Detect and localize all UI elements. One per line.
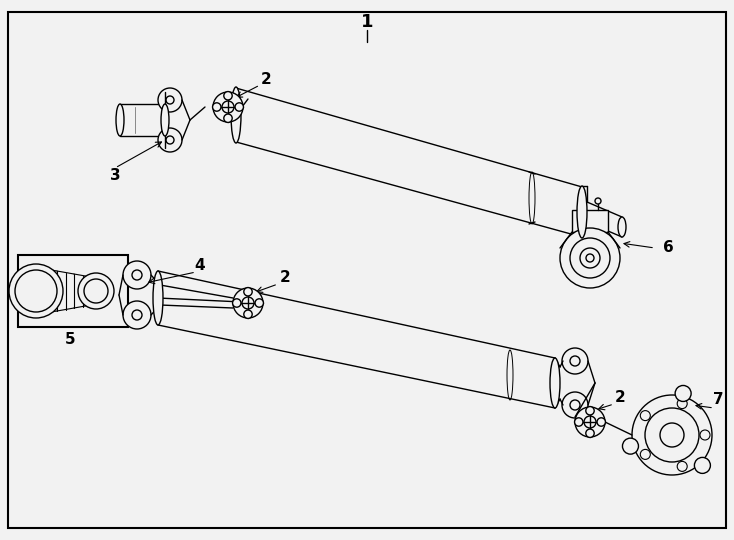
Text: 1: 1 (360, 13, 374, 31)
Circle shape (660, 423, 684, 447)
Circle shape (132, 310, 142, 320)
Ellipse shape (577, 186, 587, 238)
Bar (18, 255, 128, 327)
Circle shape (255, 299, 264, 307)
Circle shape (694, 457, 711, 474)
Ellipse shape (116, 104, 124, 136)
Circle shape (224, 92, 232, 100)
Text: 4: 4 (195, 258, 206, 273)
Circle shape (244, 310, 252, 319)
Circle shape (123, 261, 151, 289)
Circle shape (584, 416, 596, 428)
Circle shape (570, 400, 580, 410)
Text: 2: 2 (614, 390, 625, 406)
Circle shape (222, 101, 234, 113)
Circle shape (123, 301, 151, 329)
Circle shape (560, 228, 620, 288)
Circle shape (213, 92, 243, 122)
Circle shape (224, 114, 232, 123)
Circle shape (235, 103, 244, 111)
Circle shape (677, 399, 687, 409)
Text: 5: 5 (65, 333, 76, 348)
Circle shape (78, 273, 114, 309)
Circle shape (586, 407, 595, 415)
Text: 6: 6 (663, 240, 673, 255)
Circle shape (233, 288, 263, 318)
Ellipse shape (618, 217, 626, 237)
Circle shape (166, 96, 174, 104)
Text: 2: 2 (280, 271, 291, 286)
Circle shape (579, 198, 585, 204)
Circle shape (640, 410, 650, 421)
Circle shape (9, 264, 63, 318)
Circle shape (158, 88, 182, 112)
Ellipse shape (550, 358, 560, 408)
Circle shape (645, 408, 699, 462)
Ellipse shape (153, 271, 163, 325)
Bar (572, 210, 608, 232)
Circle shape (632, 395, 712, 475)
Circle shape (570, 238, 610, 278)
Circle shape (575, 418, 583, 426)
Circle shape (213, 103, 221, 111)
Circle shape (597, 418, 606, 426)
Circle shape (562, 348, 588, 374)
Circle shape (132, 270, 142, 280)
Circle shape (675, 386, 691, 401)
Text: 2: 2 (261, 72, 272, 87)
Circle shape (640, 449, 650, 460)
Circle shape (586, 429, 595, 437)
Circle shape (562, 392, 588, 418)
Circle shape (84, 279, 108, 303)
Circle shape (15, 270, 57, 312)
Circle shape (622, 438, 639, 454)
Circle shape (575, 407, 605, 437)
Circle shape (677, 461, 687, 471)
Ellipse shape (231, 87, 241, 143)
Text: 3: 3 (109, 167, 120, 183)
Circle shape (586, 254, 594, 262)
Circle shape (158, 128, 182, 152)
Circle shape (244, 287, 252, 296)
Text: 7: 7 (713, 393, 723, 408)
Circle shape (700, 430, 710, 440)
Circle shape (242, 297, 254, 309)
Circle shape (166, 136, 174, 144)
Circle shape (233, 299, 241, 307)
Circle shape (570, 356, 580, 366)
Circle shape (595, 198, 601, 204)
Ellipse shape (161, 104, 169, 136)
Circle shape (580, 248, 600, 268)
